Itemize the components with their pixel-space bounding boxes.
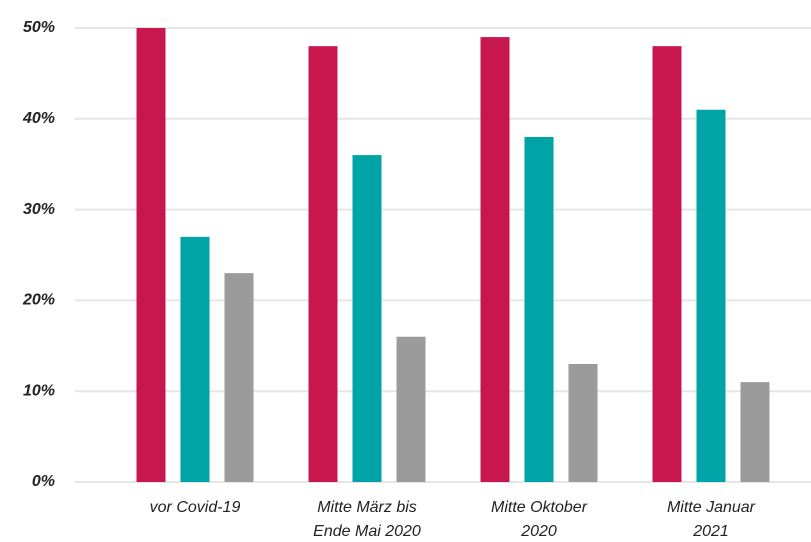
bar bbox=[180, 236, 210, 482]
x-tick-label-line: Mitte Oktober bbox=[491, 499, 588, 516]
bar bbox=[352, 155, 382, 482]
x-tick-label: Mitte Januar 2021 bbox=[667, 499, 756, 540]
x-tick-label: vor Covid-19 bbox=[150, 499, 241, 516]
x-tick-label-line: vor Covid-19 bbox=[150, 499, 241, 516]
bar bbox=[568, 363, 598, 482]
x-tick-label-line: Ende Mai 2020 bbox=[313, 523, 421, 540]
x-tick-label-line: 2021 bbox=[692, 523, 729, 540]
x-tick-label-line: 2020 bbox=[520, 523, 557, 540]
y-tick-label: 30% bbox=[23, 201, 55, 218]
x-tick-label: Mitte März bis Ende Mai 2020 bbox=[313, 499, 421, 540]
y-tick-label: 0% bbox=[32, 473, 55, 490]
bar bbox=[696, 109, 726, 482]
bar bbox=[524, 136, 554, 482]
x-tick-label: Mitte Oktober 2020 bbox=[491, 499, 588, 540]
bar bbox=[652, 46, 682, 482]
y-tick-label: 10% bbox=[23, 382, 55, 399]
x-tick-label-line: Mitte Januar bbox=[667, 499, 756, 516]
bar bbox=[224, 273, 254, 482]
bar bbox=[136, 28, 166, 482]
bar bbox=[740, 382, 770, 482]
bar bbox=[308, 46, 338, 482]
x-tick-label-line: Mitte März bis bbox=[317, 499, 417, 516]
bar bbox=[396, 336, 426, 482]
y-tick-label: 40% bbox=[22, 110, 55, 127]
bar bbox=[480, 37, 510, 483]
y-tick-label: 50% bbox=[23, 19, 55, 36]
y-tick-label: 20% bbox=[22, 292, 55, 309]
